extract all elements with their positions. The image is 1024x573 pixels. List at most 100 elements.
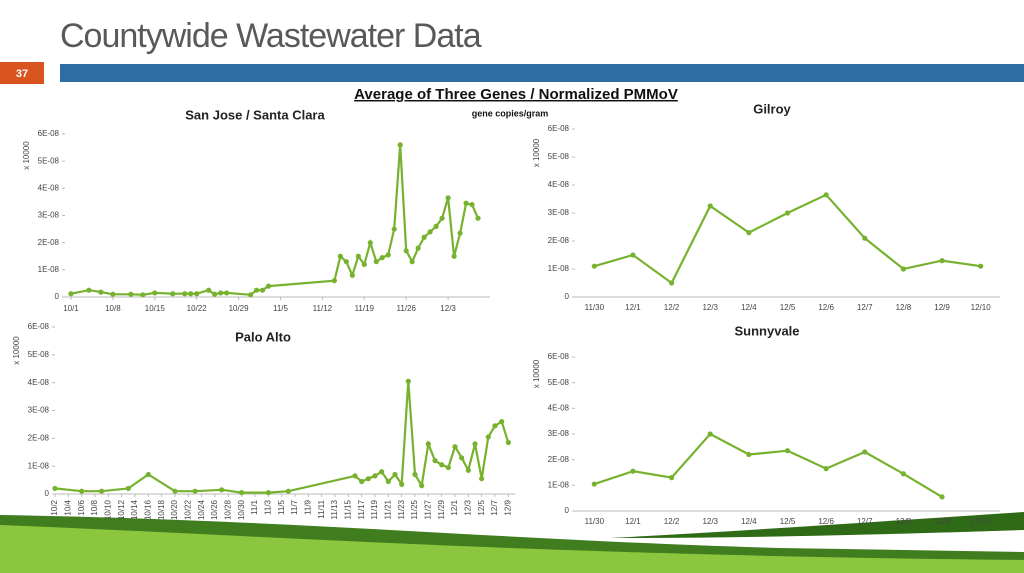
- data-point: [79, 488, 85, 494]
- x-tick-label: 12/10: [971, 303, 992, 312]
- x-tick-label: 10/14: [130, 499, 139, 520]
- x-tick-label: 12/3: [702, 303, 718, 312]
- data-point: [331, 278, 337, 284]
- x-tick-label: 12/1: [450, 499, 459, 515]
- data-point: [170, 291, 176, 297]
- x-tick-label: 10/28: [223, 499, 232, 520]
- data-point: [194, 291, 200, 297]
- data-point: [52, 485, 58, 492]
- data-point: [365, 476, 371, 482]
- x-tick-label: 10/8: [90, 499, 99, 515]
- y-tick-label: 3E-08: [548, 429, 570, 438]
- data-point: [192, 488, 198, 494]
- data-point: [445, 464, 451, 471]
- data-point: [475, 215, 481, 221]
- data-point: [707, 203, 713, 209]
- y-tick-label: 1E-08: [38, 265, 60, 274]
- chart-title: San Jose / Santa Clara: [185, 107, 325, 122]
- data-point: [265, 283, 272, 289]
- x-tick-label: 10/30: [237, 499, 246, 520]
- x-tick-label: 12/9: [934, 517, 950, 526]
- slide-title: Countywide Wastewater Data: [60, 17, 482, 55]
- data-point: [349, 272, 355, 278]
- x-tick-label: 11/23: [397, 499, 406, 519]
- series-line: [593, 432, 943, 498]
- data-point: [630, 252, 636, 258]
- x-tick-label: 12/1: [625, 517, 641, 526]
- data-point: [439, 462, 445, 468]
- data-point: [485, 434, 491, 440]
- data-point: [900, 266, 907, 272]
- data-point: [212, 291, 218, 297]
- y-tick-label: 1E-08: [548, 480, 570, 489]
- x-tick-label: 10/22: [183, 499, 192, 520]
- data-point: [224, 290, 230, 296]
- x-tick-label: 12/2: [664, 303, 680, 312]
- x-tick-label: 11/30: [585, 303, 605, 312]
- data-point: [98, 289, 104, 295]
- x-tick-label: 11/19: [370, 499, 379, 519]
- x-tick-label: 10/4: [63, 499, 72, 515]
- data-point: [367, 240, 373, 246]
- x-tick-label: 10/16: [143, 499, 152, 520]
- data-point: [219, 487, 225, 493]
- y-tick-label: 6E-08: [548, 124, 570, 133]
- footer-swoosh: [0, 525, 1024, 573]
- x-tick-label: 11/27: [423, 499, 432, 519]
- data-point: [140, 292, 146, 298]
- data-point: [379, 255, 385, 261]
- data-point: [259, 287, 266, 293]
- data-point: [337, 253, 343, 259]
- data-point: [359, 478, 365, 485]
- chart-title: Sunnyvale: [734, 323, 799, 338]
- data-point: [445, 195, 451, 201]
- data-point: [630, 468, 636, 474]
- x-tick-label: 11/26: [396, 304, 416, 313]
- data-point: [373, 259, 379, 265]
- y-tick-label: 3E-08: [38, 211, 60, 220]
- x-tick-label: 10/8: [105, 304, 121, 313]
- data-point: [479, 476, 485, 482]
- data-point: [469, 202, 475, 208]
- data-point: [425, 441, 431, 447]
- data-point: [110, 291, 116, 297]
- data-point: [355, 253, 361, 259]
- y-axis-label: x 10000: [12, 336, 21, 365]
- y-tick-label: 0: [565, 292, 570, 301]
- x-tick-label: 11/30: [585, 517, 605, 526]
- x-tick-label: 12/8: [896, 517, 912, 526]
- x-tick-label: 10/12: [117, 499, 126, 520]
- x-tick-label: 12/9: [503, 499, 512, 515]
- series-line: [593, 193, 981, 285]
- x-tick-label: 12/3: [463, 499, 472, 515]
- data-point: [492, 423, 498, 429]
- data-point: [152, 290, 158, 296]
- y-tick-label: 2E-08: [38, 238, 60, 247]
- x-tick-label: 10/2: [50, 499, 59, 515]
- y-tick-label: 1E-08: [28, 461, 50, 470]
- data-point: [399, 481, 405, 487]
- data-point: [188, 291, 194, 297]
- data-point: [391, 226, 397, 232]
- data-point: [452, 444, 458, 450]
- data-point: [86, 287, 92, 293]
- chart-title: Gilroy: [753, 101, 791, 116]
- data-point: [505, 439, 511, 446]
- x-tick-label: 12/7: [857, 303, 873, 312]
- footer-swoosh: [610, 512, 1024, 538]
- data-point: [784, 210, 791, 216]
- data-point: [68, 291, 74, 297]
- x-tick-label: 12/5: [780, 303, 796, 312]
- x-tick-label: 10/1: [63, 304, 79, 313]
- data-point: [218, 290, 224, 296]
- data-point: [432, 458, 438, 464]
- x-tick-label: 12/7: [490, 499, 499, 515]
- slide-number: 37: [16, 68, 28, 80]
- x-tick-label: 12/7: [857, 517, 873, 526]
- data-point: [239, 490, 245, 496]
- x-tick-label: 12/4: [741, 517, 757, 526]
- data-point: [499, 419, 505, 425]
- series-line: [54, 381, 510, 494]
- x-tick-label: 10/29: [229, 304, 250, 313]
- data-point: [403, 248, 409, 254]
